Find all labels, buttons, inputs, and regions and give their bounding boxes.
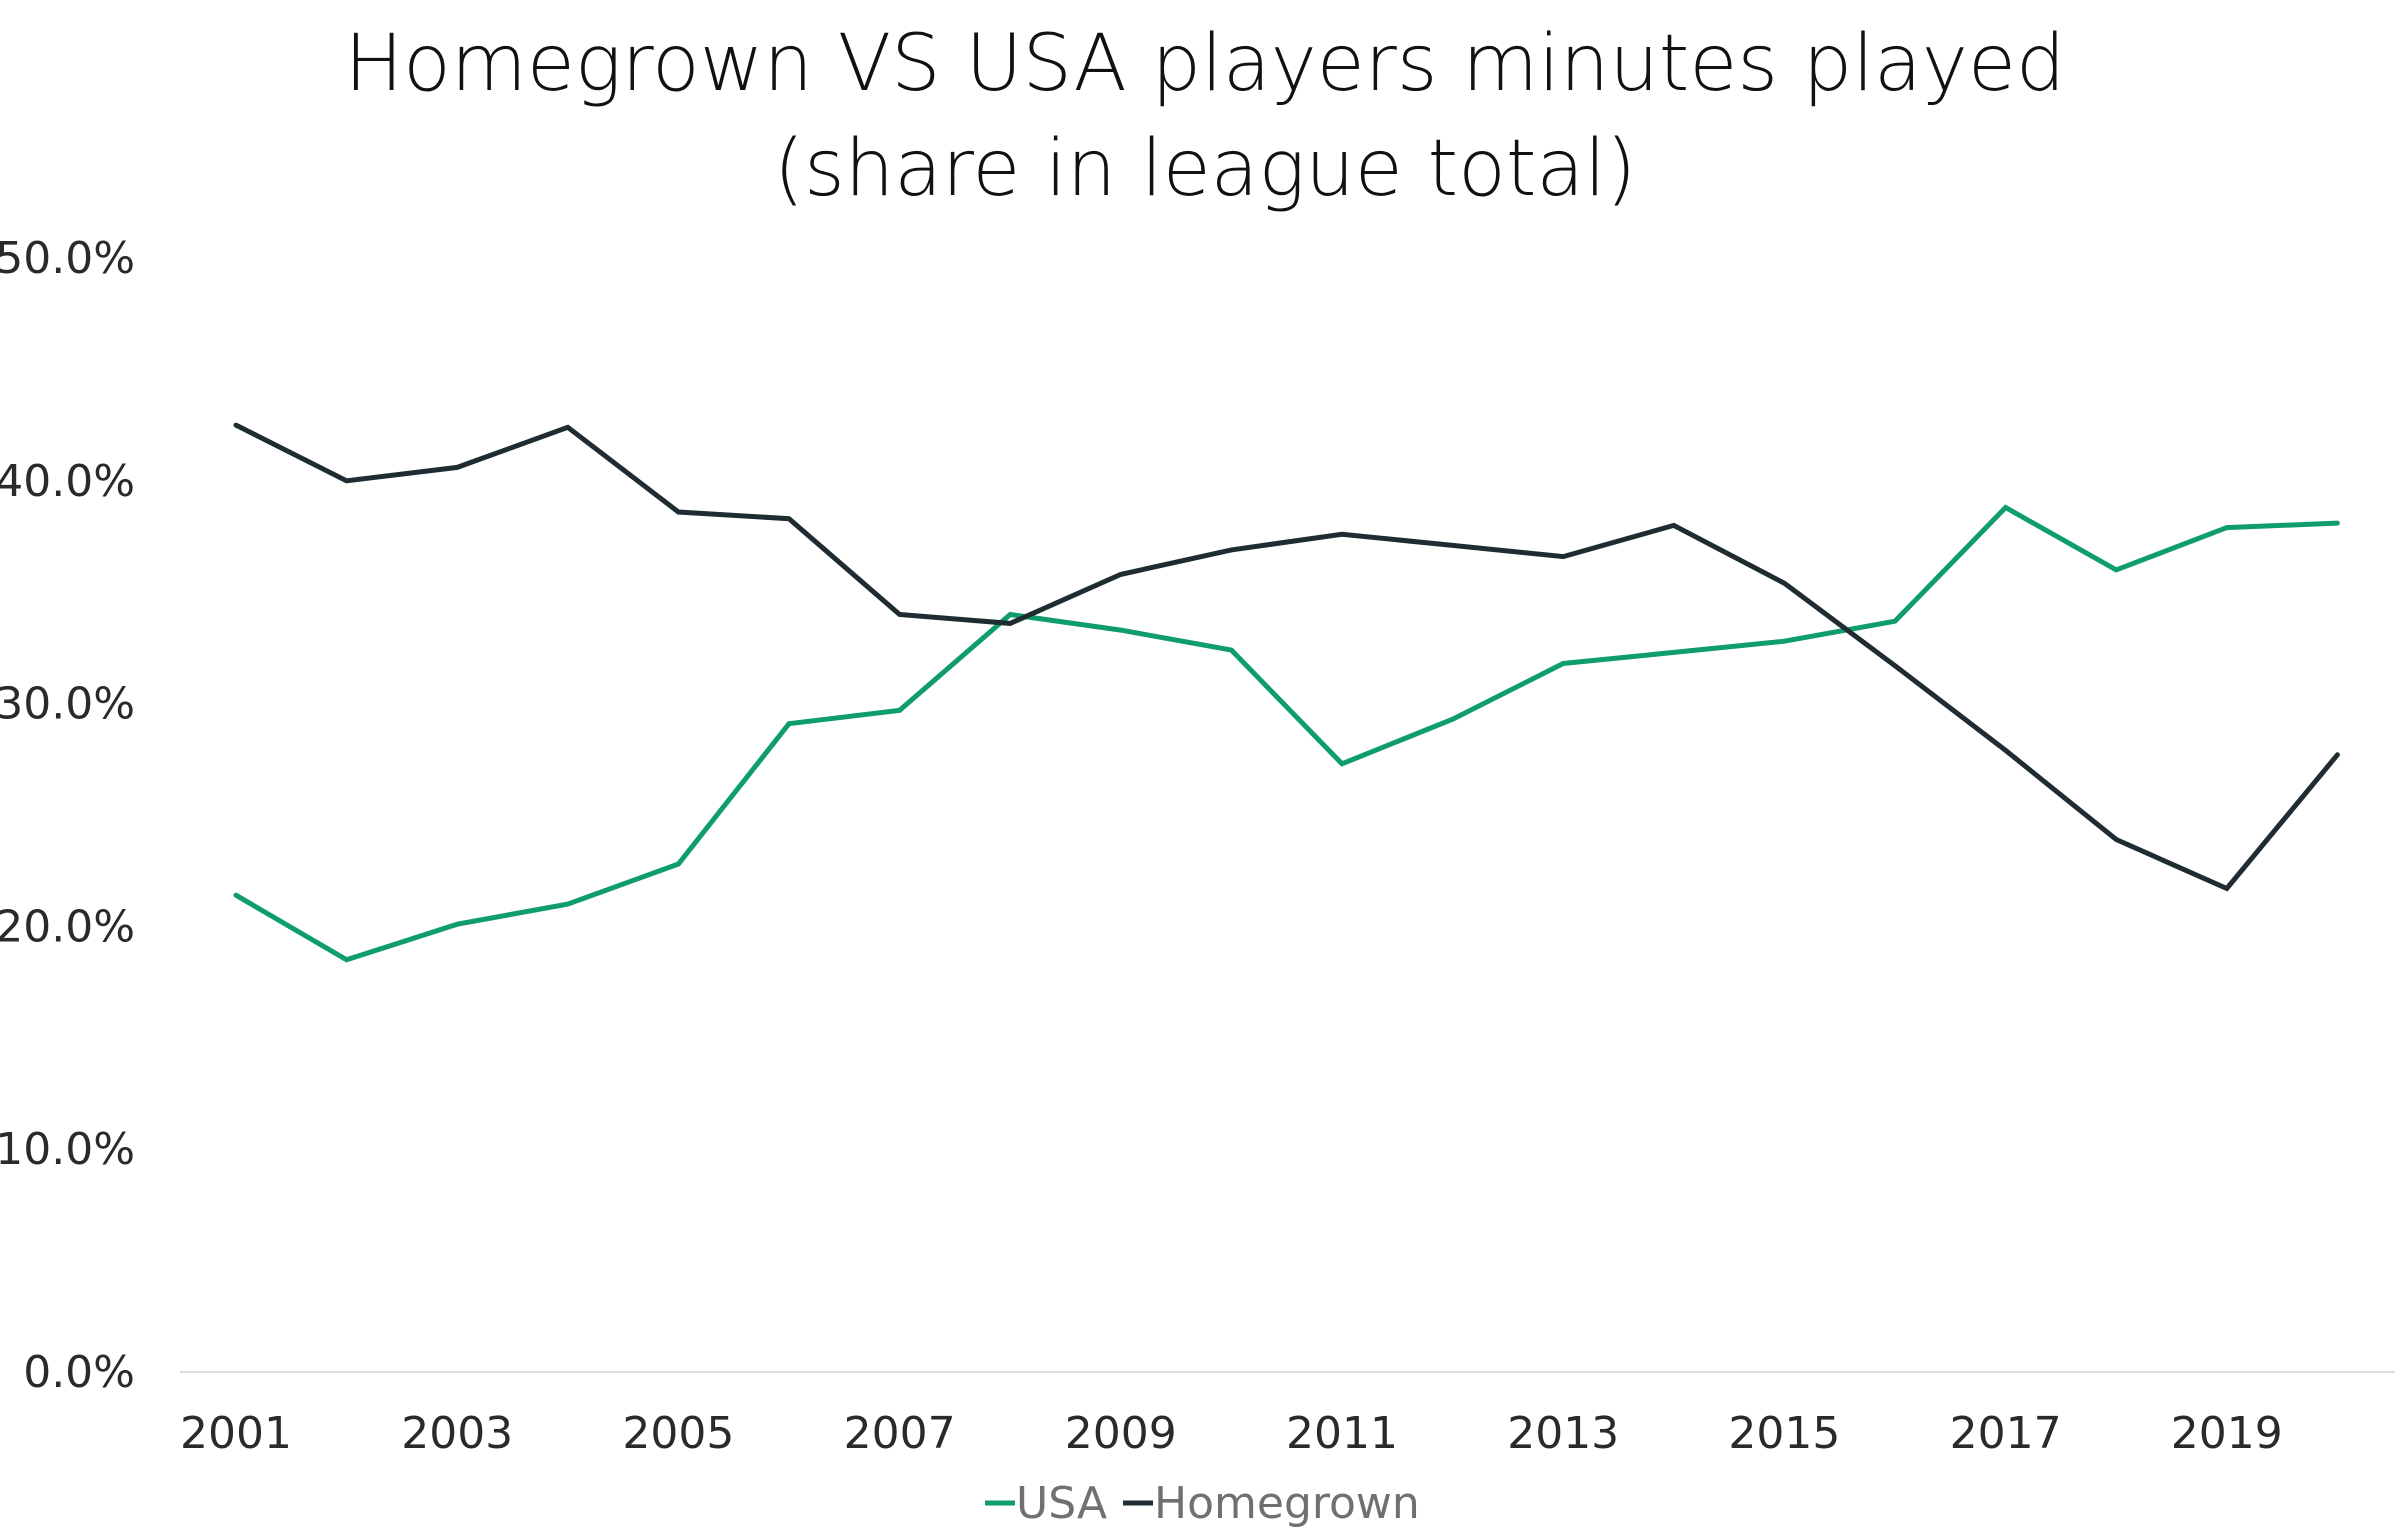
- x-axis: 2001 2003 2005 2007 2009 2011 2013 2015 2017 2019: [180, 1408, 2283, 1459]
- x-tick-label: 2019: [2171, 1408, 2283, 1459]
- y-tick-label: 10.0%: [0, 1124, 135, 1175]
- x-tick-label: 2013: [1507, 1408, 1619, 1459]
- x-tick-label: 2017: [1950, 1408, 2062, 1459]
- y-tick-label: 0.0%: [23, 1347, 135, 1398]
- x-tick-label: 2007: [844, 1408, 956, 1459]
- y-axis: 0.0% 10.0% 20.0% 30.0% 40.0% 50.0%: [0, 233, 135, 1398]
- legend-label-homegrown: Homegrown: [1154, 1478, 1420, 1529]
- y-tick-label: 20.0%: [0, 901, 135, 952]
- x-tick-label: 2009: [1065, 1408, 1177, 1459]
- y-tick-label: 30.0%: [0, 679, 135, 730]
- x-tick-label: 2001: [180, 1408, 292, 1459]
- legend: USA Homegrown: [985, 1478, 1420, 1529]
- chart-subtitle: (share in league total): [774, 124, 1637, 214]
- x-tick-label: 2015: [1728, 1408, 1840, 1459]
- x-tick-label: 2005: [622, 1408, 734, 1459]
- series-layer: [233, 422, 2340, 963]
- series-line-usa: [233, 504, 2340, 963]
- chart-title: Homegrown VS USA players minutes played: [345, 19, 2066, 109]
- x-tick-label: 2003: [401, 1408, 513, 1459]
- legend-label-usa: USA: [1016, 1478, 1107, 1529]
- x-tick-label: 2011: [1286, 1408, 1398, 1459]
- y-tick-label: 40.0%: [0, 456, 135, 507]
- y-tick-label: 50.0%: [0, 233, 135, 284]
- series-line-homegrown: [233, 422, 2340, 892]
